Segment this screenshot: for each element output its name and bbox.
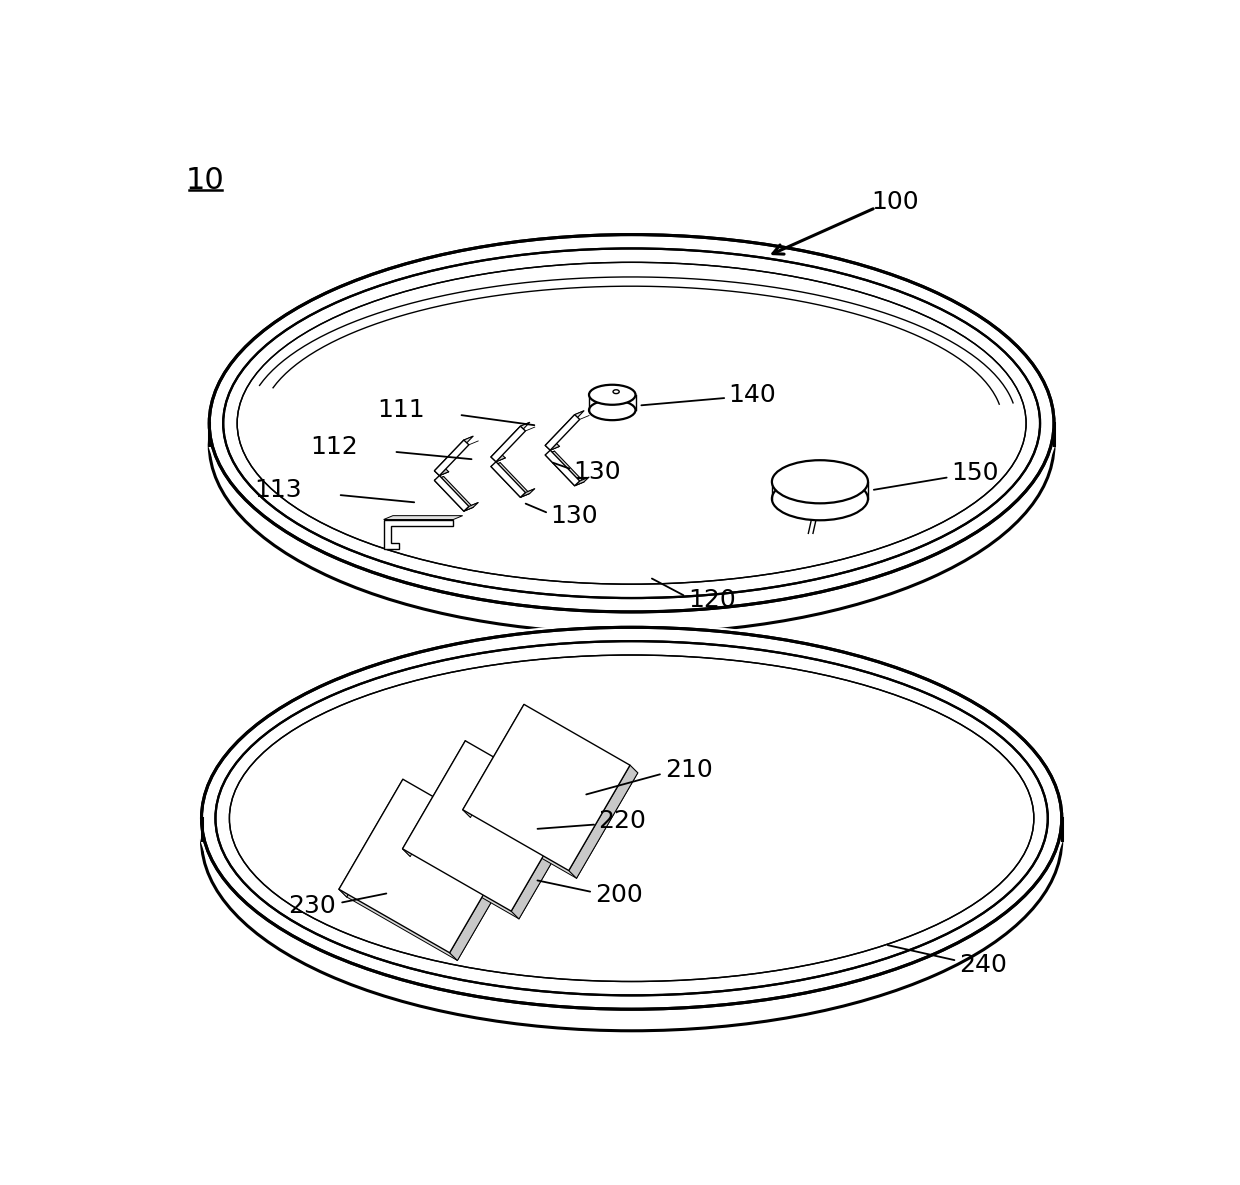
Polygon shape <box>491 427 526 462</box>
Polygon shape <box>403 741 472 857</box>
Polygon shape <box>383 515 463 519</box>
Polygon shape <box>339 780 513 953</box>
Ellipse shape <box>771 460 868 504</box>
Polygon shape <box>463 704 532 818</box>
Polygon shape <box>403 741 574 911</box>
Polygon shape <box>434 476 474 511</box>
Text: 230: 230 <box>289 893 336 918</box>
Polygon shape <box>464 502 479 511</box>
Polygon shape <box>546 415 580 450</box>
Ellipse shape <box>589 385 635 405</box>
Ellipse shape <box>613 390 619 393</box>
Polygon shape <box>434 440 469 475</box>
Polygon shape <box>463 704 630 871</box>
Ellipse shape <box>210 235 1054 611</box>
Polygon shape <box>410 749 582 918</box>
Polygon shape <box>434 436 474 470</box>
Text: 112: 112 <box>310 435 358 459</box>
Text: 200: 200 <box>595 883 644 908</box>
Polygon shape <box>546 451 584 486</box>
Polygon shape <box>491 422 529 457</box>
Text: 220: 220 <box>598 809 646 833</box>
Ellipse shape <box>197 623 1065 1013</box>
Ellipse shape <box>589 401 635 421</box>
Polygon shape <box>546 442 559 450</box>
Text: 113: 113 <box>254 479 303 502</box>
Ellipse shape <box>210 256 1054 634</box>
Polygon shape <box>546 450 580 486</box>
Text: 130: 130 <box>573 460 621 483</box>
Polygon shape <box>434 475 469 511</box>
Text: 210: 210 <box>665 757 713 782</box>
Polygon shape <box>491 453 506 462</box>
Polygon shape <box>491 462 526 498</box>
Text: 150: 150 <box>952 461 999 486</box>
Polygon shape <box>434 467 449 475</box>
Text: 130: 130 <box>551 505 598 529</box>
Polygon shape <box>450 843 521 961</box>
Text: 140: 140 <box>729 383 776 406</box>
Text: 111: 111 <box>377 398 424 422</box>
Ellipse shape <box>771 478 868 520</box>
Polygon shape <box>574 478 589 486</box>
Ellipse shape <box>206 231 1058 616</box>
Polygon shape <box>546 411 584 446</box>
Text: 100: 100 <box>872 191 919 214</box>
Text: 120: 120 <box>688 588 737 613</box>
Ellipse shape <box>201 649 1061 1031</box>
Polygon shape <box>383 519 454 549</box>
Ellipse shape <box>201 627 1061 1010</box>
Polygon shape <box>470 712 637 878</box>
Text: 240: 240 <box>960 953 1007 976</box>
Polygon shape <box>511 803 582 918</box>
Polygon shape <box>339 780 410 897</box>
Polygon shape <box>569 766 637 878</box>
Polygon shape <box>347 787 521 961</box>
Text: 10: 10 <box>186 166 224 196</box>
Polygon shape <box>491 462 529 498</box>
Polygon shape <box>521 488 534 498</box>
